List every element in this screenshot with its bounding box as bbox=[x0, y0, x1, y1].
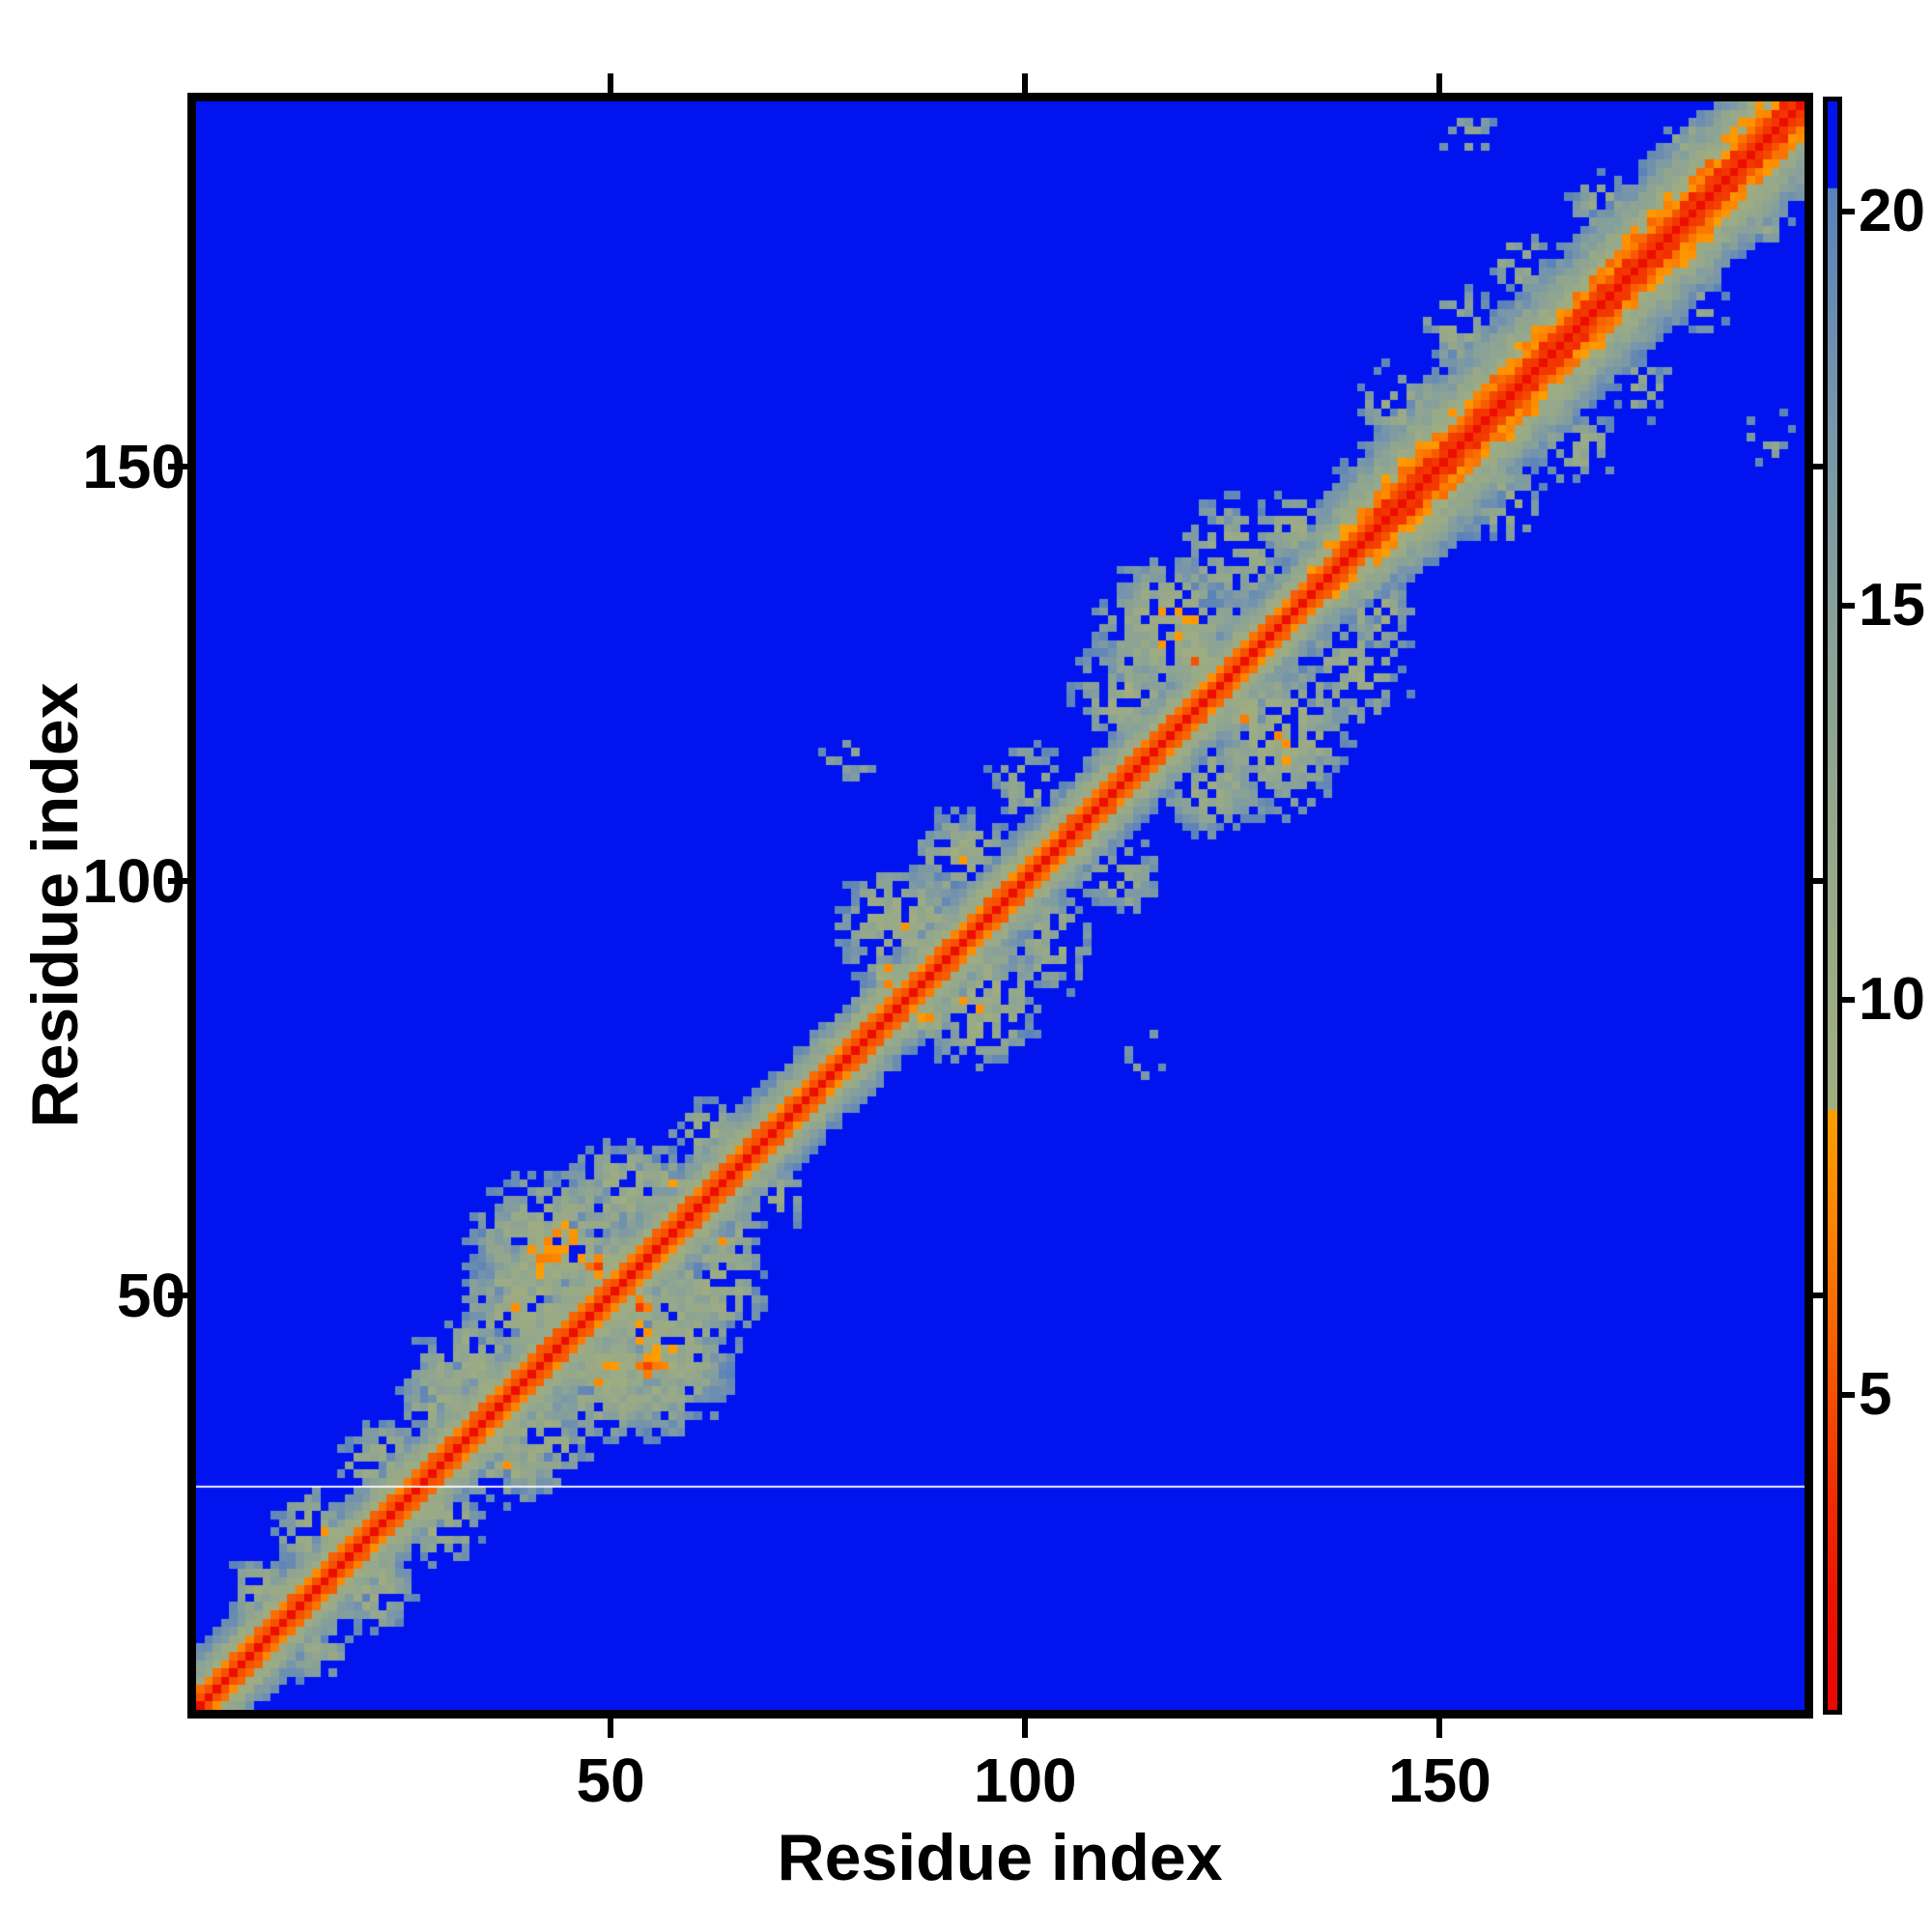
y-tick-right bbox=[1813, 877, 1827, 884]
x-tick-label: 100 bbox=[973, 1746, 1077, 1815]
colorbar-tick bbox=[1842, 1391, 1855, 1398]
colorbar-tick bbox=[1842, 603, 1855, 610]
x-tick-top bbox=[1436, 73, 1443, 93]
colorbar-tick-label: 5 bbox=[1859, 1360, 1892, 1428]
y-tick-label: 100 bbox=[82, 845, 185, 916]
x-tick-bottom bbox=[608, 1719, 614, 1738]
colorbar-tick bbox=[1842, 209, 1855, 215]
colorbar bbox=[1823, 97, 1842, 1715]
colorbar-tick-label: 10 bbox=[1859, 966, 1925, 1034]
x-axis-label: Residue index bbox=[777, 1821, 1223, 1894]
x-tick-label: 50 bbox=[576, 1746, 645, 1815]
x-tick-label: 150 bbox=[1387, 1746, 1492, 1815]
y-tick-left bbox=[168, 1292, 187, 1298]
y-tick-label: 150 bbox=[82, 431, 185, 501]
y-tick-right bbox=[1813, 463, 1827, 469]
x-tick-top bbox=[608, 73, 614, 93]
colorbar-tick-label: 20 bbox=[1859, 178, 1925, 245]
colorbar-tick-label: 15 bbox=[1859, 572, 1925, 639]
x-tick-top bbox=[1022, 73, 1029, 93]
y-tick-left bbox=[168, 877, 187, 884]
y-tick-right bbox=[1813, 1292, 1827, 1298]
x-tick-bottom bbox=[1436, 1719, 1443, 1738]
heatmap-canvas bbox=[196, 101, 1804, 1710]
y-tick-left bbox=[168, 463, 187, 469]
y-tick-label: 50 bbox=[116, 1260, 185, 1330]
y-axis-label: Residue index bbox=[18, 682, 92, 1128]
colorbar-tick bbox=[1842, 997, 1855, 1004]
x-tick-bottom bbox=[1022, 1719, 1029, 1738]
colorbar-gradient bbox=[1828, 101, 1837, 1710]
